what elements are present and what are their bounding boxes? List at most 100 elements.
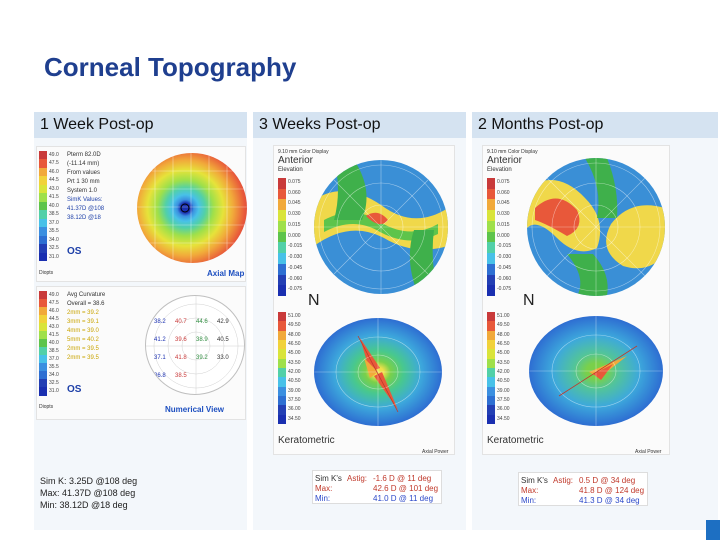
legend-value: -0.045 [288,264,303,271]
numerical-value: 33.0 [217,355,229,361]
numerical-value: 37.1 [154,355,166,361]
legend-value: 39.00 [497,387,510,394]
info-line: 4mm = 39.0 [67,328,99,334]
legend-value: -0.075 [497,286,512,293]
legend-swatch [278,253,286,265]
legend-swatch [487,396,495,406]
legend-swatch [278,349,286,360]
legend-swatch [39,363,47,372]
month2-top-title: Anterior [487,155,523,166]
legend-value: 49.50 [497,322,510,329]
legend-swatch [278,210,286,222]
legend-value: 35.5 [49,228,59,235]
month2-sim-k-box: Sim K's Astig: 0.5 D @ 34 deg Max: 41.8 D @… [518,472,648,506]
legend-value: 36.00 [497,406,510,413]
legend-swatch [487,377,495,388]
legend-swatch [487,274,495,286]
legend-swatch [487,231,495,243]
axial-info-block: Pterm 82.0D (-11.14 mm) From values Prt 1 3… [67,151,104,223]
legend-value: 43.50 [497,359,510,366]
info-line: Avg Curvature [67,292,106,298]
week3-sim-k-box: Sim K's Astig: -1.6 D @ 11 deg Max: 42.6 D … [312,470,442,504]
legend-value: 31.0 [49,253,59,260]
week3-keratometric-legend: 51.00 49.50 48.00 46.50 45.00 43.50 42.00 40.50… [278,312,304,425]
legend-swatch [487,340,495,350]
legend-swatch [278,274,286,286]
legend-swatch [278,340,286,350]
month2-bottom-title: Keratometric [487,435,544,446]
legend-swatch [487,263,495,276]
legend-value: 0.075 [497,179,510,185]
info-line: System 1.0 [67,188,98,194]
month2-elevation-legend: 0.075 0.060 0.045 0.030 0.015 0.000 -0.015 -0.0… [487,178,513,297]
legend-value: 37.0 [49,219,59,226]
info-line: 2mm = 39.5 [67,346,99,352]
sim-row-value: 0.5 D @ 34 deg [579,476,636,485]
legend-value: 0.030 [497,211,510,218]
legend-value: -0.060 [497,275,512,282]
legend-swatch [39,244,47,254]
legend-value: 32.5 [49,245,59,252]
legend-value: -0.045 [497,264,512,271]
legend-value: 0.075 [288,179,301,185]
column-header-month2: 2 Months Post-op [472,112,718,138]
week3-elevation-legend: 0.075 0.060 0.045 0.030 0.015 0.000 -0.015 -0.0… [278,178,304,297]
sim-row-name: Astig: [553,476,574,485]
legend-swatch [278,178,286,190]
numerical-eye-label: OS [67,384,82,395]
info-line: 41.37D @108 [67,206,105,212]
legend-value: 40.0 [49,340,59,346]
legend-swatch [278,263,286,276]
legend-swatch [39,307,47,316]
sim-row-name: Astig: [347,474,368,483]
info-line: From values [67,170,101,176]
numerical-value: 40.7 [175,319,187,325]
legend-swatch [278,220,286,233]
sim-row-name: Max: [315,484,333,493]
legend-value: 46.50 [288,341,301,347]
week3-top-sub: Elevation [278,167,303,173]
legend-value: 38.5 [49,348,59,354]
numerical-map-label: Numerical View [165,405,224,414]
legend-value: 0.060 [497,189,510,196]
legend-swatch [39,218,47,228]
legend-swatch [39,371,47,380]
legend-swatch [487,349,495,360]
week3-bottom-title: Keratometric [278,435,335,446]
week1-sim-k-stats: Sim K: 3.25D @108 deg Max: 41.37D @108 d… [40,475,137,511]
legend-value: 32.5 [49,380,59,386]
numerical-value: 41.8 [175,355,187,361]
legend-swatch [39,291,47,300]
numerical-values: 38.2 40.7 44.6 42.9 41.2 39.6 38.9 40.5 37.1 41.8… [154,310,240,382]
legend-swatch [487,312,495,322]
week3-sim-k-label: Sim K's [315,474,342,483]
legend-value: 48.00 [288,331,301,338]
column-header-week1: 1 Week Post-op [34,112,247,138]
week1-min: Min: 38.12D @18 deg [40,500,128,510]
numerical-value: 38.2 [154,319,166,325]
legend-value: 46.0 [49,308,59,314]
legend-value: 35.5 [49,364,59,370]
legend-value: 48.00 [497,331,510,338]
month2-elevation-map [527,158,665,296]
legend-value: 46.50 [497,341,510,347]
legend-swatch [39,347,47,356]
numerical-value: 39.2 [196,355,208,361]
info-line: Prt 1 30 mm [67,179,100,185]
axial-eye-label: OS [67,246,82,257]
legend-swatch [278,242,286,254]
numerical-value: 42.9 [217,319,229,325]
legend-swatch [487,178,495,190]
numerical-info-block: Avg Curvature Overall = 38.6 2mm = 39.2 3mm… [67,291,105,363]
corner-accent [706,520,720,540]
legend-value: 44.5 [49,177,59,184]
info-line: Pterm 82.0D [67,152,101,158]
info-line: SimK Values: [67,197,103,203]
legend-swatch [487,330,495,341]
numerical-value: 44.6 [196,319,208,325]
legend-swatch [39,355,47,364]
legend-value: 51.00 [497,313,510,319]
sim-row-name: Max: [521,486,539,495]
legend-value: 37.50 [288,397,301,403]
legend-swatch [278,377,286,388]
